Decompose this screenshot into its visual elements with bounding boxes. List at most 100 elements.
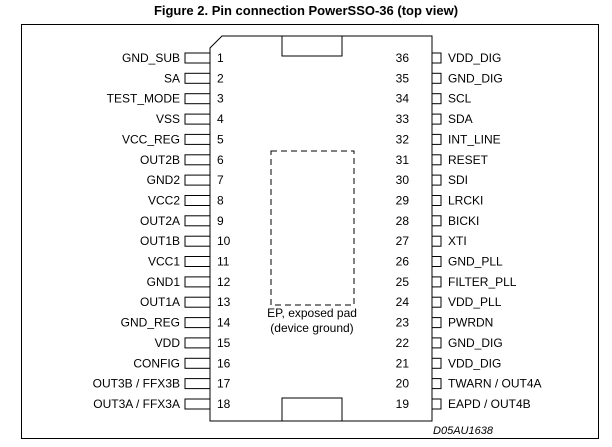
pin-lead — [184, 398, 211, 410]
pin-number: 25 — [396, 275, 410, 289]
figure-title: Figure 2. Pin connection PowerSSO-36 (to… — [153, 3, 459, 18]
pin-lead — [431, 337, 442, 349]
pin-29: 29 LRCKI — [396, 194, 484, 208]
pin-number: 29 — [396, 194, 410, 208]
pin-lead — [431, 93, 442, 105]
pin-lead — [184, 276, 211, 288]
pin-name: GND_DIG — [448, 71, 503, 85]
pin-34: 34 SCL — [396, 92, 472, 106]
pin-lead — [184, 195, 211, 206]
pin-lead — [184, 256, 211, 267]
pin-number: 1 — [217, 51, 224, 65]
pin-8: 8 VCC2 — [148, 194, 224, 208]
pin-lead — [184, 357, 211, 369]
pin-28: 28 BICKI — [396, 214, 480, 228]
pin-name: TWARN / OUT4A — [448, 377, 542, 391]
pin-7: 7 GND2 — [147, 173, 224, 187]
pin-name: SDI — [448, 173, 468, 187]
pin-lead — [431, 174, 442, 186]
pin-number: 6 — [217, 153, 224, 167]
pin-lead — [431, 195, 442, 206]
pin-number: 13 — [217, 295, 231, 309]
pin-lead — [184, 317, 211, 329]
pin-lead — [431, 357, 442, 369]
pin-5: 5 VCC_REG — [122, 132, 224, 146]
pin-number: 11 — [217, 255, 230, 269]
exposed-pad — [270, 150, 355, 306]
pin-name: GND1 — [147, 275, 181, 289]
pin-lead — [184, 113, 211, 125]
pin-name: GND2 — [147, 173, 181, 187]
pin-lead — [431, 398, 442, 410]
pin-number: 12 — [217, 275, 231, 289]
pin-lead — [431, 154, 442, 166]
pin-number: 35 — [396, 71, 410, 85]
pin-27: 27 XTI — [396, 234, 467, 248]
pin-12: 12 GND1 — [147, 275, 231, 289]
pin-19: 19 EAPD / OUT4B — [396, 397, 531, 411]
left-pins: 1 GND_SUB 2 SA 3 TEST_MODE 4 VSS 5 VCC_REG 6 OUT2B 7… — [93, 51, 231, 411]
pin-name: OUT2B — [140, 153, 180, 167]
pin-name: RESET — [448, 153, 489, 167]
pin-lead — [431, 276, 442, 288]
pin-lead — [184, 93, 211, 105]
pin-30: 30 SDI — [396, 173, 468, 187]
pin-number: 20 — [396, 377, 410, 391]
pin-35: 35 GND_DIG — [396, 71, 503, 85]
pin-number: 18 — [217, 397, 231, 411]
pin-lead — [184, 174, 211, 186]
pin-lead — [431, 72, 442, 84]
pin-number: 23 — [396, 316, 410, 330]
pin-lead — [431, 52, 442, 64]
pin-name: PWRDN — [448, 316, 493, 330]
pin-21: 21 VDD_DIG — [396, 356, 502, 370]
pin-lead — [184, 235, 211, 247]
pin-lead — [184, 133, 211, 145]
pin-1: 1 GND_SUB — [122, 51, 224, 65]
pin-number: 21 — [396, 356, 410, 370]
pin-36: 36 VDD_DIG — [396, 51, 502, 65]
pin-32: 32 INT_LINE — [396, 132, 501, 146]
pin-number: 7 — [217, 173, 224, 187]
pin-6: 6 OUT2B — [140, 153, 224, 167]
pin-lead — [431, 378, 442, 390]
pin-11: 11 VCC1 — [148, 255, 230, 269]
pin-3: 3 TEST_MODE — [107, 92, 224, 106]
pin-lead — [184, 215, 211, 227]
pin-lead — [431, 215, 442, 227]
pin-4: 4 VSS — [156, 112, 224, 126]
pin-26: 26 GND_PLL — [396, 255, 503, 269]
pin-name: LRCKI — [448, 194, 483, 208]
pin-name: OUT2A — [140, 214, 180, 228]
exposed-pad-label-line2: (device ground) — [270, 321, 353, 335]
pin-lead — [431, 317, 442, 329]
pin-name: VSS — [156, 112, 180, 126]
pin-number: 5 — [217, 132, 224, 146]
pin-name: GND_PLL — [448, 255, 503, 269]
drawing-reference: D05AU1638 — [433, 425, 494, 437]
pin-17: 17 OUT3B / FFX3B — [93, 377, 231, 391]
pin-lead — [184, 154, 211, 166]
pin-name: VDD_PLL — [448, 295, 502, 309]
pin-15: 15 VDD — [155, 336, 231, 350]
pin-name: BICKI — [448, 214, 479, 228]
pin-23: 23 PWRDN — [396, 316, 494, 330]
right-pins: 36 VDD_DIG 35 GND_DIG 34 SCL 33 SDA 32 INT_LINE 31… — [396, 51, 542, 411]
figure-frame — [21, 24, 599, 439]
pin-number: 28 — [396, 214, 410, 228]
pin-lead — [184, 296, 211, 308]
pin-name: INT_LINE — [448, 132, 501, 146]
pin-number: 34 — [396, 92, 410, 106]
pin-number: 24 — [396, 295, 410, 309]
pin-number: 19 — [396, 397, 410, 411]
pin-name: VDD_DIG — [448, 356, 501, 370]
pin-number: 16 — [217, 356, 231, 370]
exposed-pad-label-line1: EP, exposed pad — [267, 306, 357, 320]
bottom-tab — [281, 397, 343, 422]
pin-name: VCC1 — [148, 255, 180, 269]
pin-name: VDD_DIG — [448, 51, 501, 65]
pin-number: 8 — [217, 194, 224, 208]
pin-18: 18 OUT3A / FFX3A — [93, 397, 230, 411]
pin-name: VDD — [155, 336, 181, 350]
pin-2: 2 SA — [164, 71, 224, 85]
